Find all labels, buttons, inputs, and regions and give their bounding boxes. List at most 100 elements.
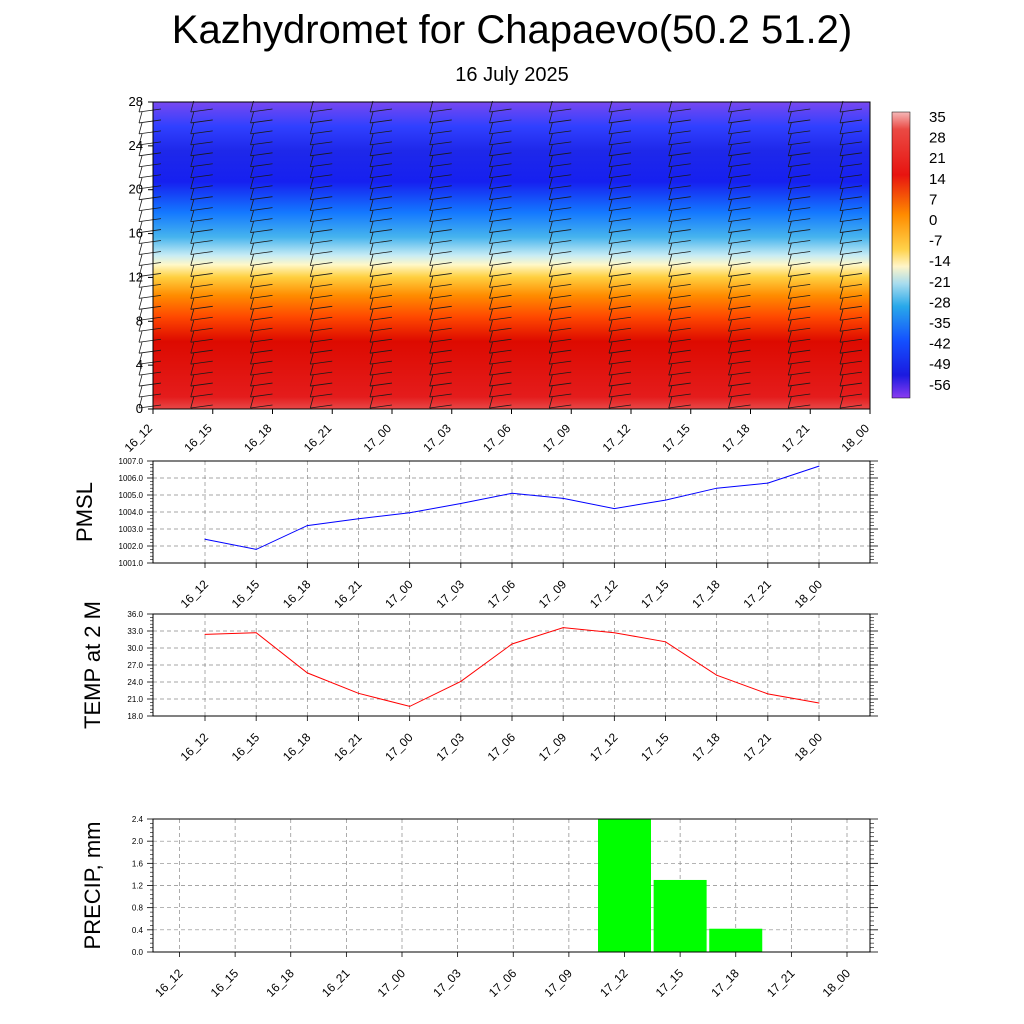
wind-barb-feather: [787, 254, 792, 266]
wind-barb-feather: [728, 210, 732, 222]
wind-barb: [489, 207, 512, 212]
precip-bar: [709, 928, 763, 952]
wind-barb: [788, 130, 811, 135]
wind-barb: [549, 141, 572, 146]
wind-barb: [728, 349, 751, 354]
data-point: [255, 632, 257, 634]
wind-barb-feather: [608, 155, 613, 167]
wind-barb: [788, 262, 811, 266]
wind-barb-feather: [728, 374, 732, 387]
wind-barb-feather: [309, 243, 314, 255]
wind-barb: [668, 349, 691, 354]
wind-barb-feather: [489, 133, 493, 145]
wind-barb-feather: [429, 298, 434, 310]
wind-barb-feather: [668, 309, 673, 321]
wind-barb: [429, 141, 452, 146]
y-tick-label: 4: [136, 357, 143, 372]
wind-barb: [788, 283, 811, 288]
wind-barb-feather: [608, 364, 613, 376]
wind-barb-feather: [429, 342, 434, 354]
wind-barb: [668, 218, 691, 223]
wind-barb: [429, 371, 452, 376]
wind-barb: [250, 130, 273, 135]
wind-barb: [608, 207, 632, 212]
wind-barb-feather: [369, 155, 374, 167]
wind-barb-feather: [728, 122, 732, 134]
wind-barb: [369, 262, 393, 266]
x-tick-label: 17_15: [659, 421, 693, 455]
wind-barb: [839, 316, 863, 321]
wind-barb: [369, 163, 393, 168]
x-tick-label: 17_09: [536, 577, 570, 611]
wind-barb: [369, 119, 393, 124]
wind-barb-feather: [787, 243, 792, 255]
wind-barb: [549, 338, 572, 343]
data-point: [255, 548, 257, 550]
wind-barb: [788, 141, 811, 146]
wind-barb: [138, 349, 162, 354]
wind-barb: [728, 218, 751, 223]
wind-barb-feather: [548, 396, 553, 409]
wind-barb-feather: [728, 100, 732, 113]
wind-barb-feather: [548, 111, 553, 124]
wind-barb: [839, 152, 863, 157]
wind-barb-feather: [250, 331, 254, 343]
wind-barb: [788, 240, 811, 244]
wind-barb-feather: [728, 331, 732, 343]
colorbar-label: -42: [929, 336, 951, 353]
x-tick-label: 17_00: [382, 730, 416, 764]
wind-barb: [728, 108, 751, 113]
wind-barb-feather: [728, 133, 732, 145]
wind-barb-feather: [548, 276, 553, 288]
wind-barb: [489, 251, 512, 255]
wind-barb: [429, 273, 452, 277]
wind-barb: [668, 174, 691, 179]
wind-barb: [788, 305, 811, 310]
wind-barb: [788, 163, 811, 168]
data-point: [818, 702, 820, 704]
y-tick-label: 30.0: [127, 644, 143, 653]
wind-barb-feather: [489, 276, 493, 288]
wind-barb: [138, 251, 162, 255]
y-tick-label: 18.0: [127, 712, 143, 721]
wind-barb-feather: [429, 385, 434, 398]
wind-barb: [788, 119, 811, 124]
wind-barb-feather: [250, 254, 254, 266]
wind-barb-feather: [668, 298, 673, 310]
wind-barb-feather: [668, 210, 673, 222]
wind-barb: [190, 262, 213, 266]
wind-barb-feather: [369, 188, 374, 200]
wind-barb-feather: [190, 342, 195, 354]
wind-barb: [138, 196, 162, 201]
wind-barb-feather: [839, 144, 844, 156]
wind-barb-feather: [548, 298, 553, 310]
wind-barb-feather: [309, 100, 314, 113]
wind-barb-feather: [548, 221, 553, 233]
wind-barb: [668, 119, 691, 124]
wind-barb: [250, 152, 273, 157]
wind-barb-feather: [138, 374, 143, 387]
wind-barb-feather: [489, 342, 493, 354]
wind-barb: [250, 371, 273, 376]
wind-barb-feather: [548, 166, 553, 178]
wind-barb-feather: [429, 100, 434, 113]
wind-barb-feather: [608, 287, 613, 299]
x-tick-label: 16_21: [301, 421, 335, 455]
wind-barb: [250, 240, 273, 244]
wind-barb-feather: [309, 374, 314, 387]
wind-barb-feather: [787, 265, 792, 277]
wind-barb: [489, 371, 512, 376]
wind-barb-feather: [608, 342, 613, 354]
wind-barb-feather: [369, 309, 374, 321]
wind-barb-feather: [548, 100, 553, 113]
wind-barb: [190, 152, 213, 157]
wind-barb-feather: [369, 133, 374, 145]
wind-barb-feather: [369, 100, 374, 113]
wind-barb: [250, 185, 273, 190]
wind-barb-feather: [138, 353, 143, 365]
data-point: [562, 497, 564, 499]
wind-barb: [608, 185, 632, 190]
wind-barb-feather: [728, 364, 732, 376]
wind-barb-feather: [608, 221, 613, 233]
wind-barb-feather: [190, 122, 195, 134]
